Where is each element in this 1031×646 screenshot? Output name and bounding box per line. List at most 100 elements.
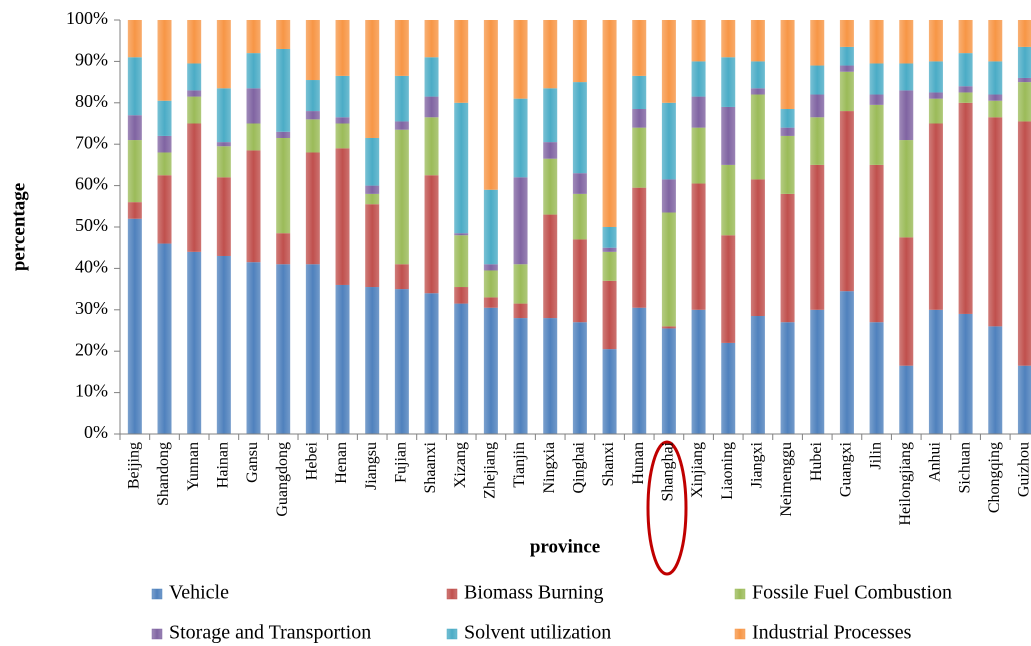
bar-segment [483,297,498,308]
bar-segment [157,135,172,153]
x-tick-label: Xinjiang [689,442,706,498]
bar-segment [127,57,142,116]
bar-segment [127,140,142,203]
bar-segment [365,193,380,205]
bar-segment [187,90,202,97]
bar-segment [394,289,409,434]
bar-segment [869,94,884,105]
y-tick-label: 40% [75,257,108,277]
bar-segment [928,61,943,93]
x-tick-label: Ningxia [541,442,558,494]
bar-segment [513,264,528,304]
y-tick-label: 0% [84,422,108,442]
bar-segment [483,20,498,190]
bar-segment [899,63,914,91]
bar-segment [543,20,558,89]
legend-label: Fossile Fuel Combustion [752,582,952,604]
x-tick-label: Shanxi [600,441,617,486]
bar-segment [721,57,736,107]
bar-segment [394,264,409,290]
bar-segment [661,326,676,329]
bar-segment [216,142,231,147]
bar-segment [721,164,736,236]
bar-segment [958,102,973,314]
bar-segment [602,349,617,434]
bar-segment [810,164,825,310]
bar-segment [157,152,172,176]
bar-segment [632,20,647,76]
bar-segment [543,214,558,319]
bar-segment [691,127,706,184]
bar-segment [305,152,320,265]
bar-segment [572,20,587,83]
x-tick-label: Liaoning [719,442,736,500]
bar-segment [187,20,202,64]
bar-segment [839,291,854,434]
bar-segment [335,123,350,149]
bar-segment [988,117,1003,327]
x-tick-label: Hubei [808,441,825,481]
bar-segment [276,233,291,265]
bar-segment [572,322,587,434]
bar-segment [365,137,380,186]
x-tick-label: Xizang [452,442,469,488]
bar-segment [216,146,231,178]
bar-segment [928,98,943,124]
bar-segment [216,255,231,434]
bar-segment [394,121,409,130]
bar-segment [572,239,587,323]
bar-segment [543,158,558,215]
bar-segment [691,61,706,97]
bar-segment [454,287,469,304]
y-tick-label: 100% [66,8,108,28]
bar-segment [810,117,825,165]
bar-segment [483,264,498,271]
x-tick-label: Anhui [927,441,944,482]
x-tick-label: Hebei [304,441,321,480]
bar-segment [454,235,469,288]
bar-segment [632,187,647,308]
x-tick-label: Heilongjiang [897,442,914,526]
bar-segment [335,148,350,285]
x-tick-label: Beijing [126,442,143,489]
bar-segment [988,94,1003,101]
bar-segment [454,20,469,103]
bar-segment [839,111,854,292]
bar-segment [246,53,261,89]
bar-segment [721,20,736,58]
bar-segment [661,212,676,327]
bar-segment [543,318,558,434]
bar-segment [365,185,380,194]
bar-segment [602,251,617,281]
bar-segment [691,20,706,62]
bar-segment [513,318,528,434]
bar-segment [454,303,469,434]
bar-segment [424,175,439,294]
bar-segment [869,104,884,165]
bar-segment [513,98,528,178]
bar-segment [869,164,884,323]
bar-segment [246,262,261,434]
bar-segment [424,20,439,58]
bar-segment [780,193,795,323]
bar-segment [632,127,647,188]
bar-segment [187,123,202,252]
x-tick-label: Shaanxi [422,441,439,493]
highlight-ellipse [646,440,688,576]
bar-segment [750,179,765,317]
bar-segment [305,119,320,153]
x-tick-label: Zhejiang [482,442,499,499]
bar-segment [572,173,587,194]
bar-segment [305,111,320,120]
bar-segment [276,137,291,234]
x-tick-label: Henan [333,442,350,484]
legend-swatch [446,628,458,640]
x-axis-title: province [530,536,600,557]
bar-segment [958,20,973,54]
bar-segment [839,71,854,112]
bar-segment [1017,365,1031,434]
bar-segment [276,20,291,49]
bar-segment [750,61,765,89]
bar-segment [365,20,380,138]
